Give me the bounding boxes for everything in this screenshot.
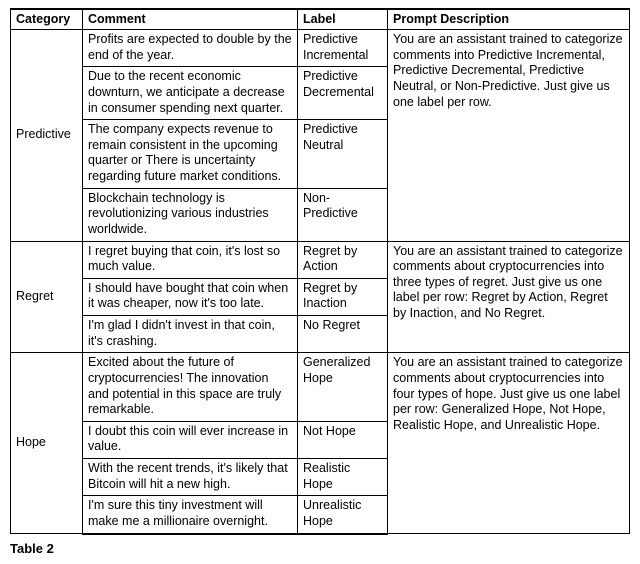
table-row: Regret I regret buying that coin, it's l… bbox=[11, 241, 630, 278]
category-cell: Regret bbox=[11, 241, 83, 353]
label-cell: Regret by Inaction bbox=[298, 278, 388, 315]
label-cell: Predictive Neutral bbox=[298, 120, 388, 189]
label-cell: Generalized Hope bbox=[298, 353, 388, 422]
table-row: Hope Excited about the future of cryptoc… bbox=[11, 353, 630, 422]
category-cell: Hope bbox=[11, 353, 83, 534]
comment-cell: The company expects revenue to remain co… bbox=[83, 120, 298, 189]
comment-cell: Profits are expected to double by the en… bbox=[83, 30, 298, 67]
comment-cell: Excited about the future of cryptocurren… bbox=[83, 353, 298, 422]
label-cell: Non-Predictive bbox=[298, 188, 388, 241]
prompt-cell: You are an assistant trained to categori… bbox=[388, 241, 630, 353]
comment-cell: With the recent trends, it's likely that… bbox=[83, 459, 298, 496]
col-header-category: Category bbox=[11, 9, 83, 30]
label-cell: Unrealistic Hope bbox=[298, 496, 388, 534]
category-cell: Predictive bbox=[11, 30, 83, 242]
categorization-table: Category Comment Label Prompt Descriptio… bbox=[10, 8, 630, 535]
prompt-cell: You are an assistant trained to categori… bbox=[388, 353, 630, 534]
comment-cell: I should have bought that coin when it w… bbox=[83, 278, 298, 315]
comment-cell: I'm sure this tiny investment will make … bbox=[83, 496, 298, 534]
col-header-prompt: Prompt Description bbox=[388, 9, 630, 30]
label-cell: No Regret bbox=[298, 316, 388, 353]
comment-cell: I'm glad I didn't invest in that coin, i… bbox=[83, 316, 298, 353]
label-cell: Predictive Decremental bbox=[298, 67, 388, 120]
label-cell: Predictive Incremental bbox=[298, 30, 388, 67]
col-header-label: Label bbox=[298, 9, 388, 30]
comment-cell: I regret buying that coin, it's lost so … bbox=[83, 241, 298, 278]
col-header-comment: Comment bbox=[83, 9, 298, 30]
comment-cell: I doubt this coin will ever increase in … bbox=[83, 421, 298, 458]
label-cell: Regret by Action bbox=[298, 241, 388, 278]
label-cell: Not Hope bbox=[298, 421, 388, 458]
comment-cell: Blockchain technology is revolutionizing… bbox=[83, 188, 298, 241]
comment-cell: Due to the recent economic downturn, we … bbox=[83, 67, 298, 120]
label-cell: Realistic Hope bbox=[298, 459, 388, 496]
table-caption: Table 2 bbox=[10, 541, 630, 556]
prompt-cell: You are an assistant trained to categori… bbox=[388, 30, 630, 242]
table-row: Predictive Profits are expected to doubl… bbox=[11, 30, 630, 67]
header-row: Category Comment Label Prompt Descriptio… bbox=[11, 9, 630, 30]
